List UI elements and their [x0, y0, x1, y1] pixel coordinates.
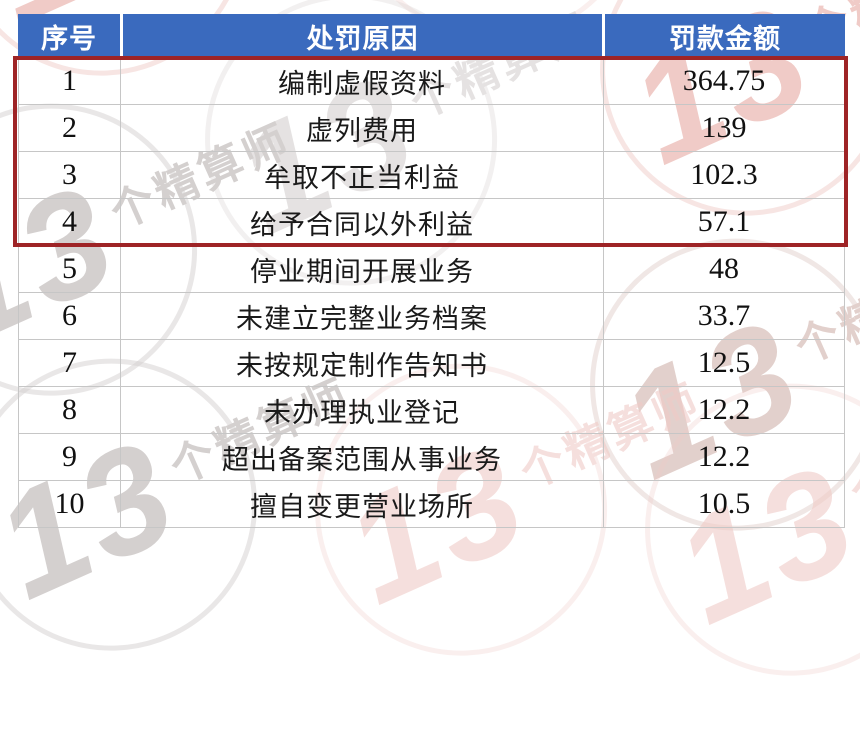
row-amount: 12.2 [697, 440, 751, 473]
row-reason: 虚列费用 [121, 105, 604, 151]
row-index: 4 [19, 199, 121, 245]
table-row: 7 未按规定制作告知书 12.5 [18, 340, 845, 387]
row-reason: 给予合同以外利益 [121, 199, 604, 245]
row-amount: 12.2 [697, 393, 751, 426]
row-index: 9 [19, 434, 121, 480]
col-header-index: 序号 [41, 23, 97, 54]
row-reason: 未建立完整业务档案 [121, 293, 604, 339]
table-row: 8 未办理执业登记 12.2 [18, 387, 845, 434]
row-amount: 57.1 [697, 205, 751, 238]
row-reason: 擅自变更营业场所 [121, 481, 604, 527]
row-index: 3 [19, 152, 121, 198]
row-index: 10 [19, 481, 121, 527]
row-reason: 编制虚假资料 [121, 58, 604, 104]
row-amount: 102.3 [690, 158, 758, 191]
penalty-table: 序号 处罚原因 罚款金额 1 编制虚假资料 364.75 2 虚列费用 1 3 9 … [18, 14, 845, 528]
table-row: 9 超出备案范围从事业务 12.2 [18, 434, 845, 481]
row-index: 2 [19, 105, 121, 151]
row-reason: 停业期间开展业务 [121, 246, 604, 292]
row-reason: 超出备案范围从事业务 [121, 434, 604, 480]
row-index: 8 [19, 387, 121, 433]
row-index: 1 [19, 58, 121, 104]
row-index: 7 [19, 340, 121, 386]
table-row: 2 虚列费用 139 [18, 105, 845, 152]
table-row: 6 未建立完整业务档案 33.7 [18, 293, 845, 340]
row-amount: 139 [701, 111, 747, 144]
row-reason: 未按规定制作告知书 [121, 340, 604, 386]
table-row: 3 牟取不正当利益 102.3 [18, 152, 845, 199]
row-index: 6 [19, 293, 121, 339]
table-row: 10 擅自变更营业场所 10.5 [18, 481, 845, 528]
row-reason: 牟取不正当利益 [121, 152, 604, 198]
row-amount: 48 [709, 252, 739, 285]
watermark-big-text: 13 [358, 0, 586, 20]
row-amount: 12.5 [697, 346, 751, 379]
row-amount: 10.5 [697, 487, 751, 520]
row-index: 5 [19, 246, 121, 292]
table-header-row: 序号 处罚原因 罚款金额 [18, 14, 845, 58]
row-amount: 364.75 [682, 64, 766, 97]
table-row: 5 停业期间开展业务 48 [18, 246, 845, 293]
table-row: 4 给予合同以外利益 57.1 [18, 199, 845, 246]
row-amount: 33.7 [697, 299, 751, 332]
table-row: 1 编制虚假资料 364.75 [18, 58, 845, 105]
col-header-amount: 罚款金额 [602, 14, 845, 58]
col-header-reason: 处罚原因 [120, 14, 602, 58]
row-reason: 未办理执业登记 [121, 387, 604, 433]
